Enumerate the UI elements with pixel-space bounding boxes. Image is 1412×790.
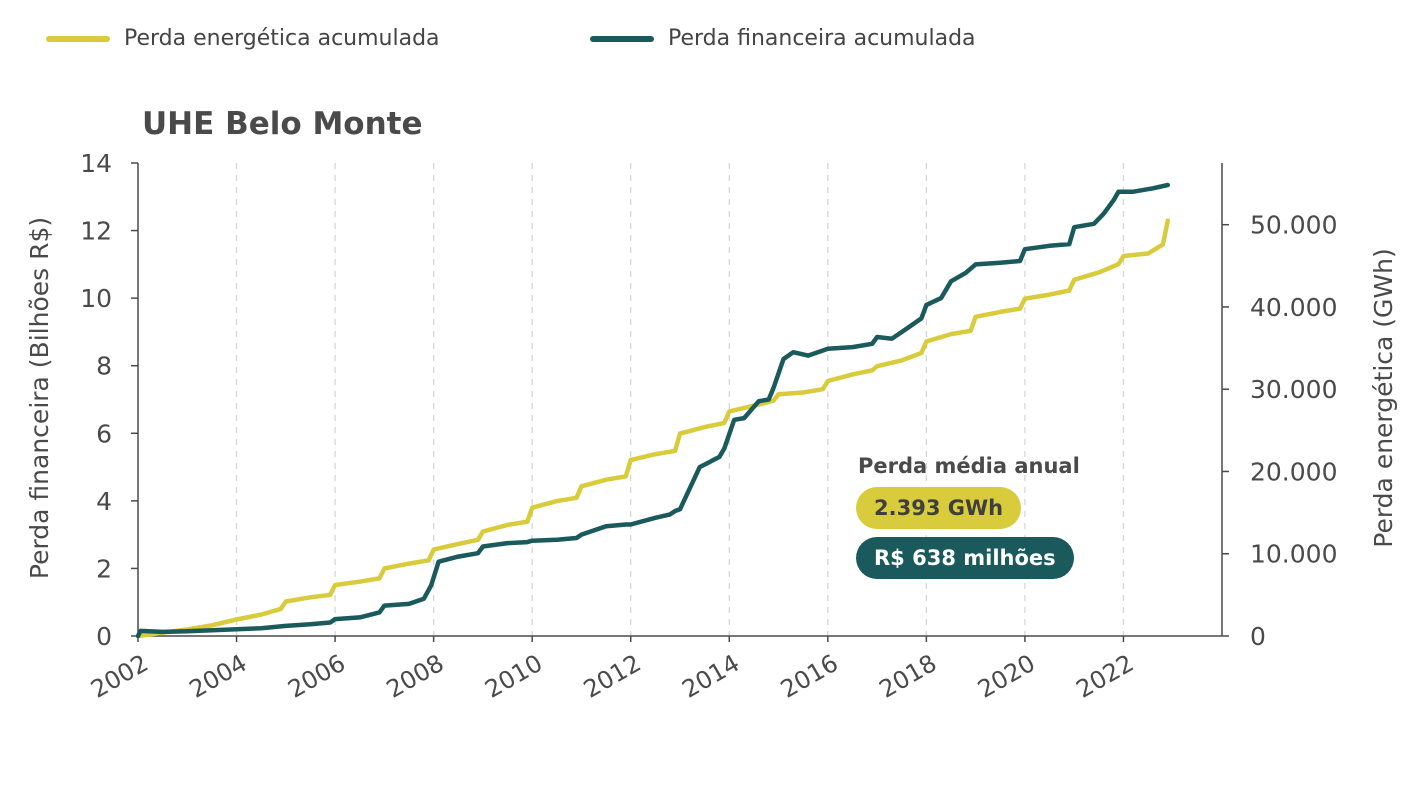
left-tick-label: 14 — [80, 149, 112, 178]
x-tick-label: 2022 — [1072, 649, 1139, 704]
series-line-money — [135, 182, 1171, 639]
legend-swatch-money — [590, 35, 654, 42]
annotation-money-badge: R$ 638 milhões — [856, 537, 1074, 579]
left-tick-label: 4 — [96, 487, 112, 516]
chart-title: UHE Belo Monte — [142, 106, 423, 142]
annotation-title: Perda média anual — [858, 454, 1080, 478]
left-tick-label: 12 — [80, 217, 112, 246]
legend-item-energy: Perda energética acumulada — [46, 26, 440, 51]
x-tick-label: 2020 — [973, 649, 1040, 704]
right-tick-label: 20.000 — [1250, 457, 1337, 486]
legend-label-energy: Perda energética acumulada — [124, 26, 440, 51]
right-axis-ticks: 0 10.000 20.000 30.000 40.000 50.000 — [1222, 211, 1337, 651]
legend-item-money: Perda financeira acumulada — [590, 26, 976, 51]
x-tick-label: 2002 — [86, 649, 153, 704]
legend-swatch-energy — [46, 35, 110, 42]
y-axis-label-right: Perda energética (GWh) — [1369, 248, 1398, 547]
legend-label-money: Perda financeira acumulada — [668, 26, 976, 51]
x-tick-label: 2012 — [579, 649, 646, 704]
left-tick-label: 10 — [80, 284, 112, 313]
y-axis-label-left: Perda financeira (Bilhões R$) — [25, 217, 54, 579]
left-tick-label: 8 — [96, 352, 112, 381]
right-tick-label: 0 — [1250, 622, 1266, 651]
series-lines — [135, 182, 1171, 639]
x-tick-label: 2010 — [480, 649, 547, 704]
annotation-energy-badge: 2.393 GWh — [856, 487, 1022, 529]
axes — [137, 163, 1223, 637]
right-tick-label: 30.000 — [1250, 375, 1337, 404]
x-tick-label: 2006 — [283, 649, 350, 704]
x-tick-label: 2008 — [382, 649, 449, 704]
left-tick-label: 2 — [96, 554, 112, 583]
x-tick-label: 2018 — [874, 649, 941, 704]
left-tick-label: 6 — [96, 419, 112, 448]
right-tick-label: 10.000 — [1250, 540, 1337, 569]
x-axis-ticks: 2002 2004 2006 2008 2010 2012 2014 2016 2018 2020… — [86, 636, 1138, 704]
x-tick-label: 2014 — [677, 649, 744, 704]
series-line-energy — [135, 218, 1171, 639]
right-tick-label: 50.000 — [1250, 211, 1337, 240]
left-axis-ticks: 0 2 4 6 8 10 12 14 — [80, 149, 138, 651]
right-tick-label: 40.000 — [1250, 293, 1337, 322]
left-tick-label: 0 — [96, 622, 112, 651]
x-tick-label: 2016 — [776, 649, 843, 704]
x-tick-label: 2004 — [185, 649, 252, 704]
